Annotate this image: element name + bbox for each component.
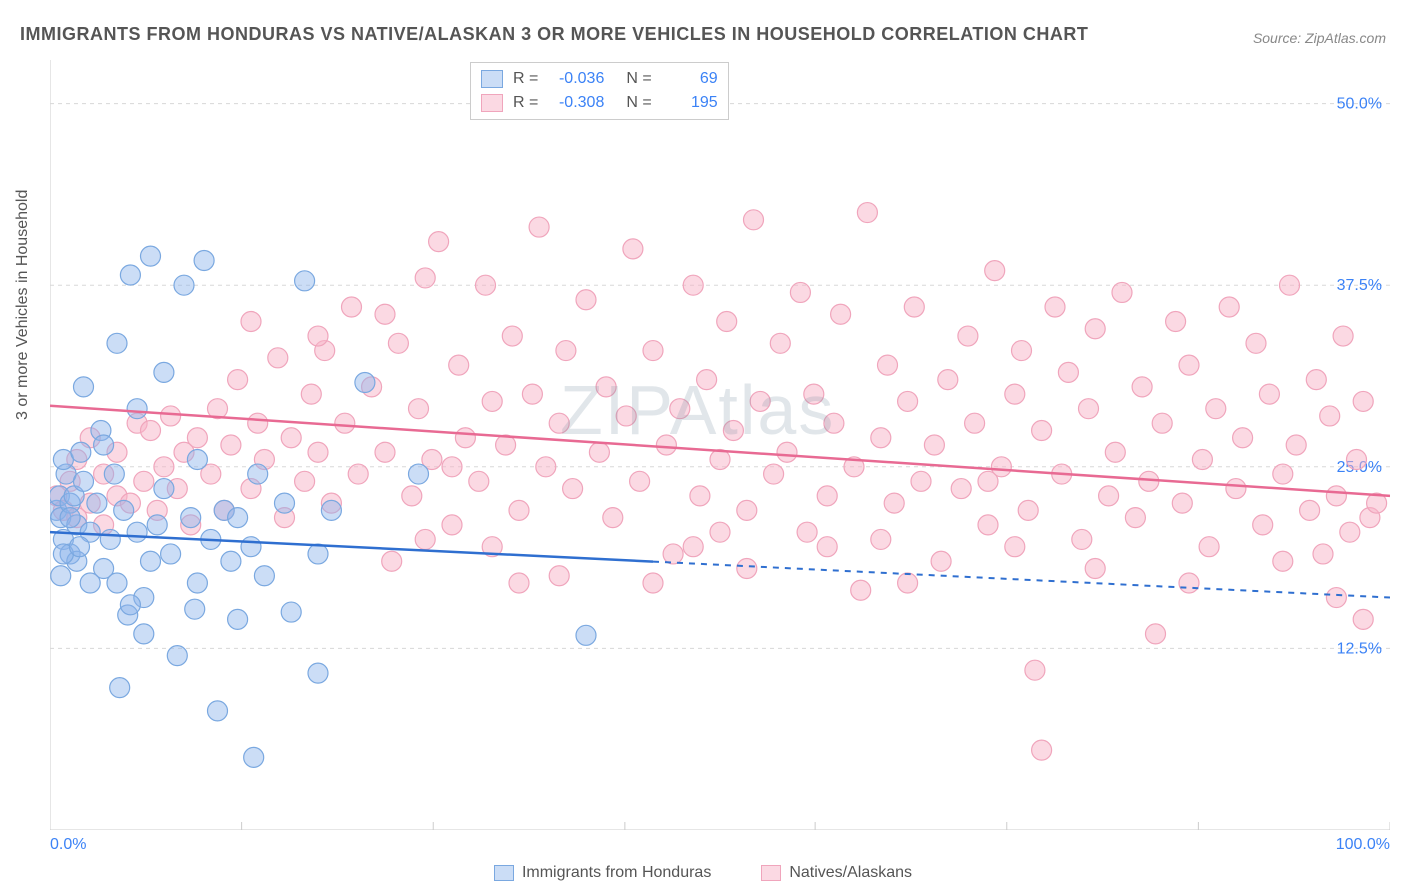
r-value: -0.308	[548, 91, 604, 115]
legend-swatch-icon	[494, 865, 514, 881]
y-axis-label: 3 or more Vehicles in Household	[14, 190, 32, 420]
legend-swatch-icon	[481, 94, 503, 112]
legend-stats-row: R = -0.036 N = 69	[481, 67, 718, 91]
x-axis-max-label: 100.0%	[1336, 836, 1390, 854]
r-label: R =	[513, 91, 538, 115]
x-axis-min-label: 0.0%	[50, 836, 86, 854]
source-label: Source: ZipAtlas.com	[1253, 30, 1386, 46]
legend-swatch-icon	[761, 865, 781, 881]
legend-swatch-icon	[481, 70, 503, 88]
legend-stats: R = -0.036 N = 69 R = -0.308 N = 195	[470, 62, 729, 120]
scatter-plot: 12.5%25.0%37.5%50.0%	[50, 60, 1390, 830]
svg-text:37.5%: 37.5%	[1337, 277, 1382, 294]
legend-label: Natives/Alaskans	[789, 864, 912, 882]
n-label: N =	[626, 67, 651, 91]
legend-item: Natives/Alaskans	[761, 864, 912, 882]
chart-area: 12.5%25.0%37.5%50.0%	[50, 60, 1390, 830]
r-label: R =	[513, 67, 538, 91]
n-value: 195	[662, 91, 718, 115]
legend-item: Immigrants from Honduras	[494, 864, 711, 882]
r-value: -0.036	[548, 67, 604, 91]
chart-title: IMMIGRANTS FROM HONDURAS VS NATIVE/ALASK…	[20, 24, 1088, 45]
legend-series: Immigrants from Honduras Natives/Alaskan…	[0, 864, 1406, 882]
svg-text:12.5%: 12.5%	[1337, 640, 1382, 657]
n-value: 69	[662, 67, 718, 91]
n-label: N =	[626, 91, 651, 115]
legend-stats-row: R = -0.308 N = 195	[481, 91, 718, 115]
legend-label: Immigrants from Honduras	[522, 864, 711, 882]
svg-text:50.0%: 50.0%	[1337, 96, 1382, 113]
